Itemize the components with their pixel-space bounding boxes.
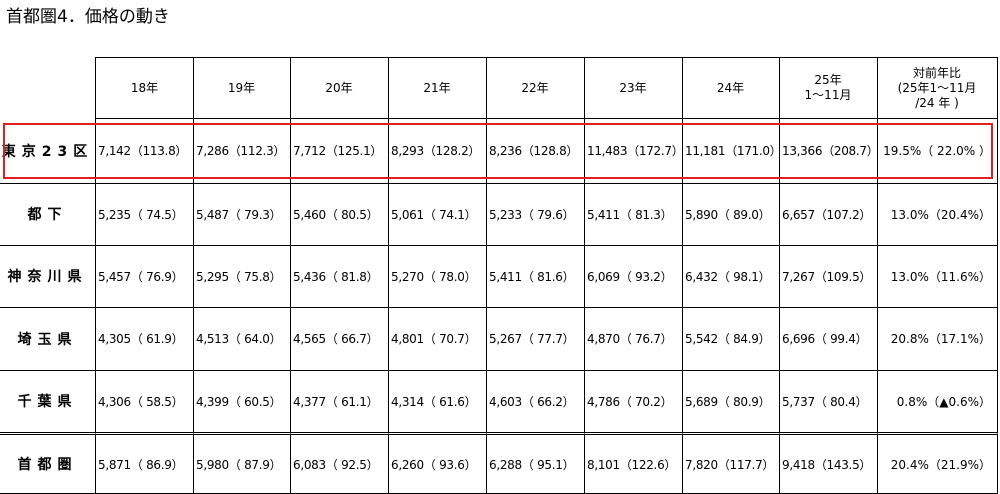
header-line: 19年 <box>227 80 256 95</box>
value-cell: 9,418（143.5） <box>779 432 878 494</box>
value-cell: 19.5%（ 22.0% ） <box>877 118 998 184</box>
value-cell: 4,603（ 66.2） <box>486 370 585 433</box>
value-cell: 5,270（ 78.0） <box>388 245 487 308</box>
header-cell: 25年 1～11月 <box>779 57 878 119</box>
header-line: 対前年比 <box>912 65 961 80</box>
header-line: 22年 <box>521 80 549 95</box>
value-cell: 4,786（ 70.2） <box>584 370 683 433</box>
header-cell: 23年 <box>584 57 683 119</box>
value-cell: 7,820（117.7） <box>682 432 780 494</box>
value-cell: 20.8%（17.1%） <box>877 307 998 371</box>
value-cell: 4,513（ 64.0） <box>193 307 291 371</box>
header-cell: 24年 <box>682 57 780 119</box>
row-label: 千葉県 <box>0 370 96 433</box>
value-cell: 5,737（ 80.4） <box>779 370 878 433</box>
value-cell: 4,565（ 66.7） <box>290 307 389 371</box>
header-line: (25年1～11月 <box>897 80 977 95</box>
value-cell: 7,712（125.1） <box>290 118 389 184</box>
value-cell: 4,399（ 60.5） <box>193 370 291 433</box>
header-line: 23年 <box>619 80 647 95</box>
value-cell: 4,801（ 70.7） <box>388 307 487 371</box>
row-label: 都下 <box>0 183 96 246</box>
value-cell: 5,267（ 77.7） <box>486 307 585 371</box>
value-cell: 7,286（112.3） <box>193 118 291 184</box>
highlight-box <box>3 123 993 179</box>
value-cell: 5,542（ 84.9） <box>682 307 780 371</box>
value-cell: 5,411（ 81.6） <box>486 245 585 308</box>
header-cell: 18年 <box>95 57 194 119</box>
row-label: 東京23区 <box>0 118 96 184</box>
header-cell: 22年 <box>486 57 585 119</box>
header-line: /24 年 ) <box>915 95 959 110</box>
value-cell: 8,101（122.6） <box>584 432 683 494</box>
header-line: 20年 <box>325 80 353 95</box>
value-cell: 5,980（ 87.9） <box>193 432 291 494</box>
value-cell: 6,083（ 92.5） <box>290 432 389 494</box>
value-cell: 5,436（ 81.8） <box>290 245 389 308</box>
value-cell: 6,432（ 98.1） <box>682 245 780 308</box>
value-cell: 11,181（171.0） <box>682 118 780 184</box>
value-cell: 5,871（ 86.9） <box>95 432 194 494</box>
value-cell: 5,457（ 76.9） <box>95 245 194 308</box>
header-line: 1～11月 <box>804 88 852 102</box>
title: 首都圏4．価格の動き <box>6 7 170 27</box>
value-cell: 4,305（ 61.9） <box>95 307 194 371</box>
value-cell: 6,657（107.2） <box>779 183 878 246</box>
value-cell: 8,293（128.2） <box>388 118 487 184</box>
value-cell: 5,061（ 74.1） <box>388 183 487 246</box>
header-cell: 20年 <box>290 57 389 119</box>
value-cell: 7,142（113.8） <box>95 118 194 184</box>
value-cell: 13,366（208.7） <box>779 118 878 184</box>
value-cell: 13.0%（11.6%） <box>877 245 998 308</box>
header-cell: 21年 <box>388 57 487 119</box>
value-cell: 5,411（ 81.3） <box>584 183 683 246</box>
value-cell: 5,689（ 80.9） <box>682 370 780 433</box>
row-label: 埼玉県 <box>0 307 96 371</box>
header-line: 25年 <box>814 73 842 87</box>
value-cell: 5,460（ 80.5） <box>290 183 389 246</box>
value-cell: 6,069（ 93.2） <box>584 245 683 308</box>
value-cell: 20.4%（21.9%） <box>877 432 998 494</box>
value-cell: 11,483（172.7） <box>584 118 683 184</box>
header-cell: 対前年比 (25年1～11月/24 年 ) <box>877 57 998 119</box>
row-label: 首都圏 <box>0 432 96 494</box>
value-cell: 8,236（128.8） <box>486 118 585 184</box>
value-cell: 4,306（ 58.5） <box>95 370 194 433</box>
row-label: 神奈川県 <box>0 245 96 308</box>
value-cell: 7,267（109.5） <box>779 245 878 308</box>
value-cell: 6,288（ 95.1） <box>486 432 585 494</box>
value-cell: 5,487（ 79.3） <box>193 183 291 246</box>
value-cell: 6,260（ 93.6） <box>388 432 487 494</box>
header-line: 21年 <box>423 80 451 95</box>
value-cell: 5,295（ 75.8） <box>193 245 291 308</box>
value-cell: 0.8%（▲0.6%） <box>877 370 998 433</box>
value-cell: 4,870（ 76.7） <box>584 307 683 371</box>
value-cell: 13.0%（20.4%） <box>877 183 998 246</box>
value-cell: 4,377（ 61.1） <box>290 370 389 433</box>
header-cell: 19年 <box>193 57 291 119</box>
value-cell: 4,314（ 61.6） <box>388 370 487 433</box>
value-cell: 6,696（ 99.4） <box>779 307 878 371</box>
header-line: 18年 <box>130 80 159 95</box>
value-cell: 5,235（ 74.5） <box>95 183 194 246</box>
value-cell: 5,890（ 89.0） <box>682 183 780 246</box>
header-line: 24年 <box>716 80 745 95</box>
value-cell: 5,233（ 79.6） <box>486 183 585 246</box>
